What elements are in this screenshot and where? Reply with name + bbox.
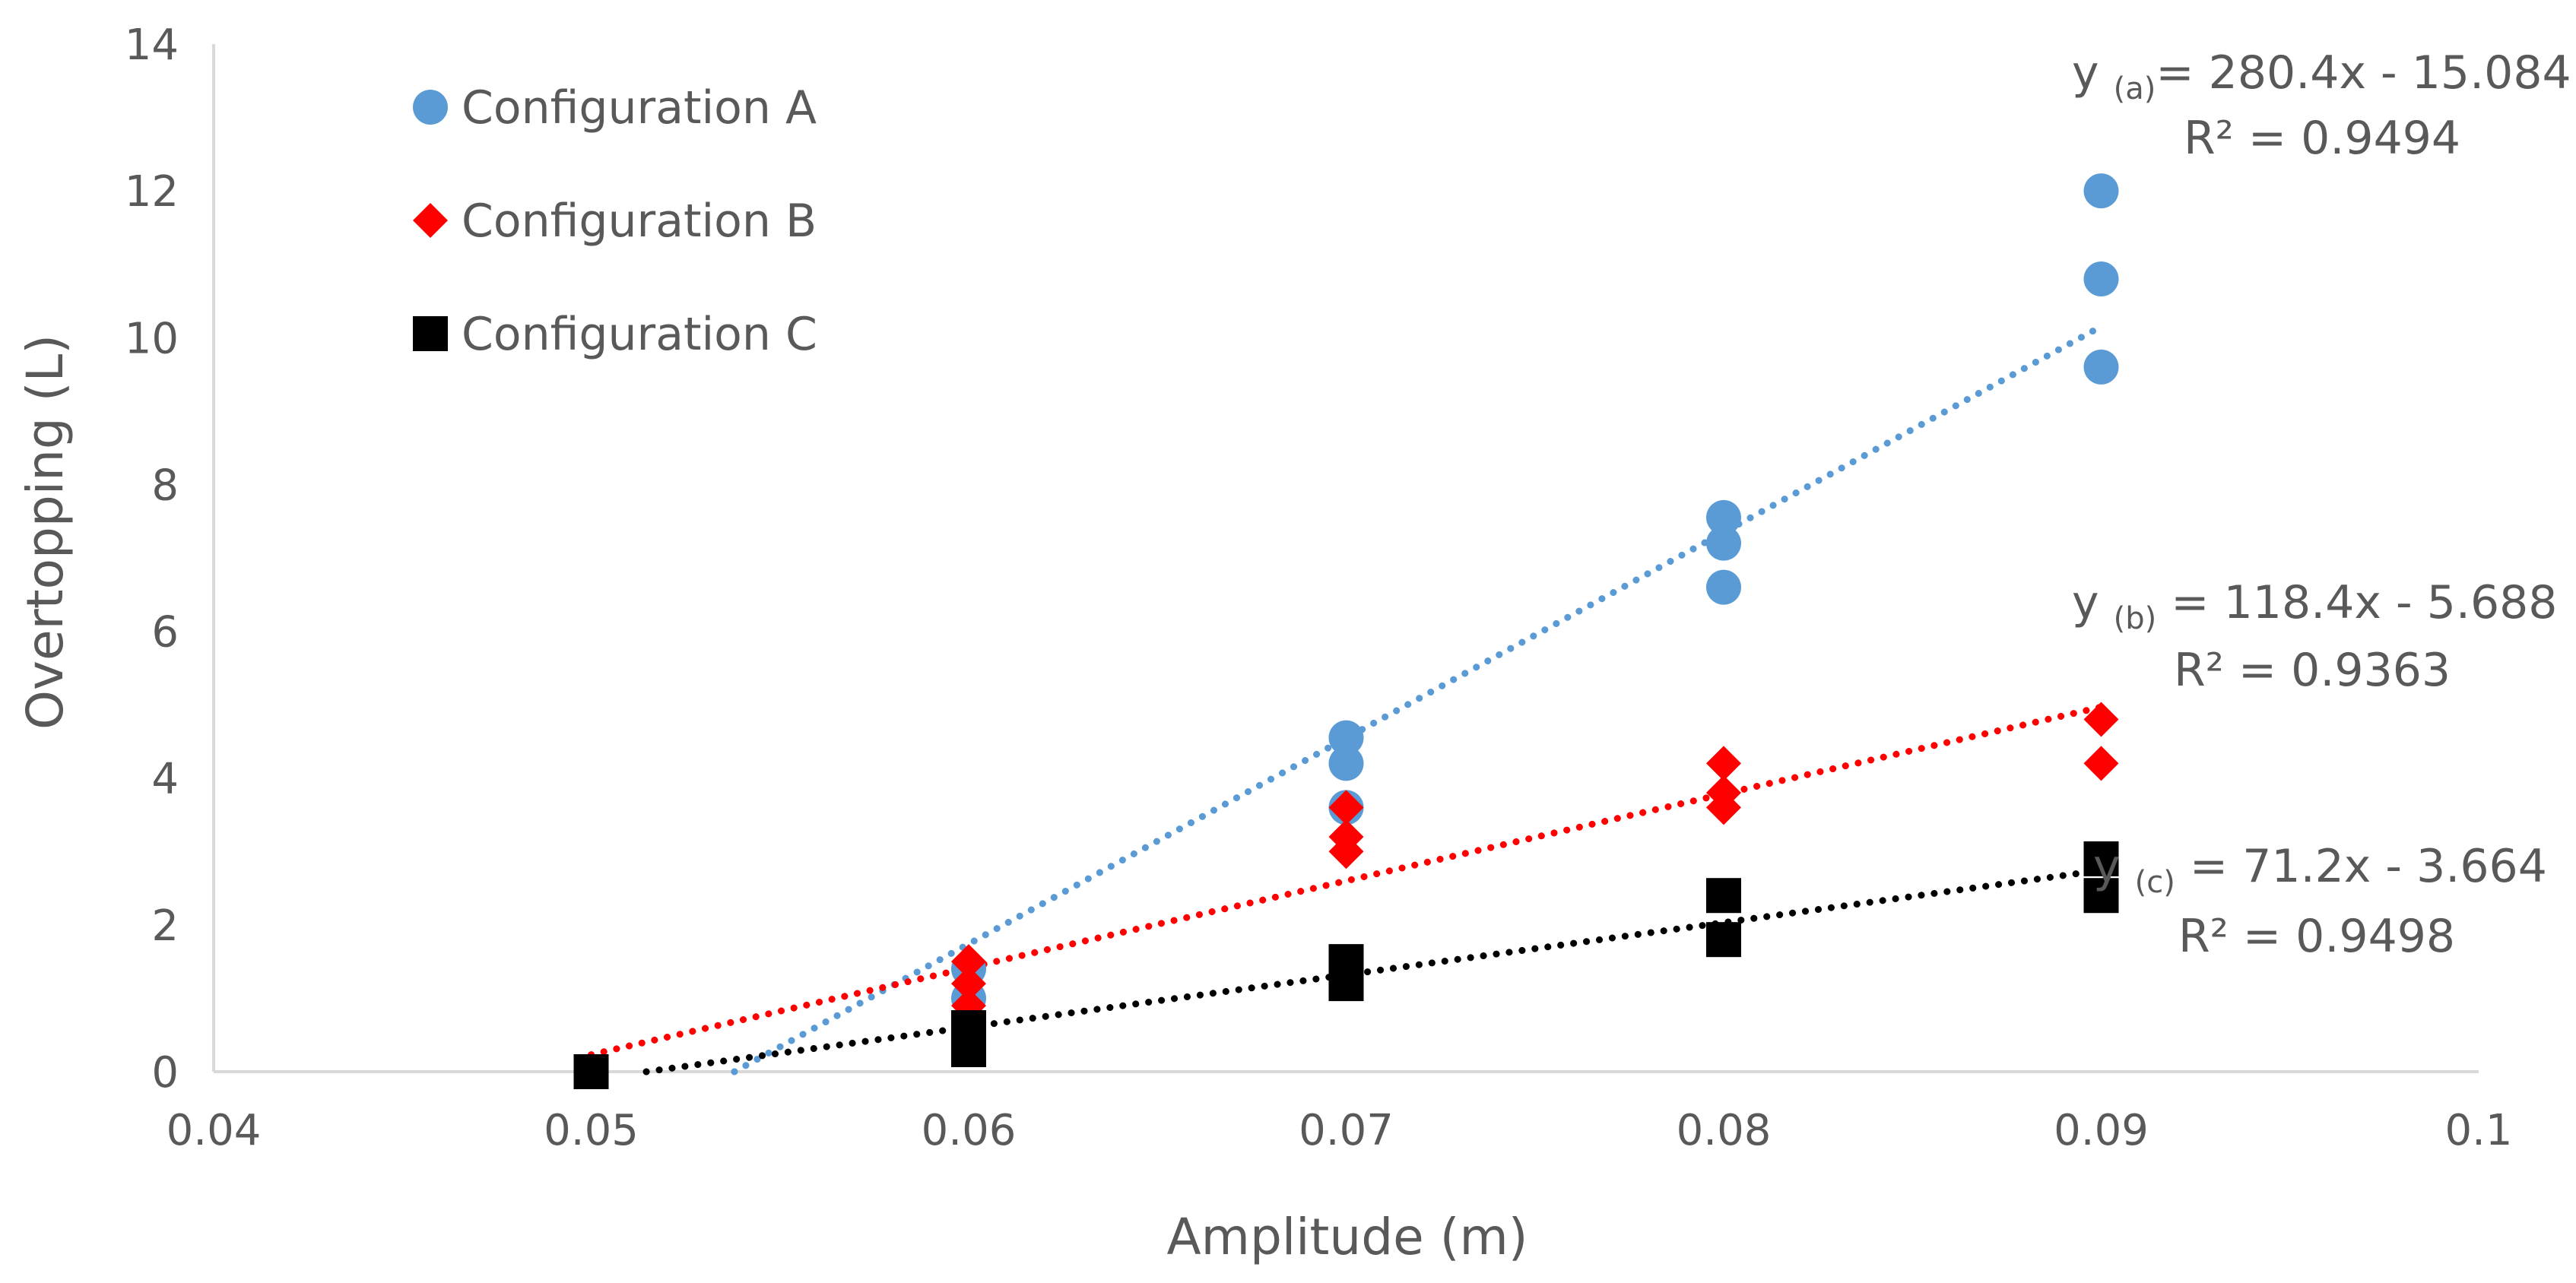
y-tick-label: 4: [151, 755, 179, 804]
data-point-configuration-a: [2083, 349, 2119, 385]
x-tick-label: 0.09: [2054, 1106, 2149, 1155]
data-point-configuration-a: [1328, 720, 1364, 756]
data-point-configuration-b: [951, 966, 986, 1002]
y-tick-label: 2: [151, 901, 179, 951]
x-tick-label: 0.05: [544, 1106, 639, 1155]
trendline-equations: y (a)= 280.4x - 15.084 R² = 0.9494 y (b) =…: [2072, 46, 2571, 963]
trendlines: [588, 323, 2105, 1076]
data-point-configuration-b: [1706, 775, 1741, 811]
legend-marker-configuration-c: [413, 316, 448, 351]
trendline-configuration-c: [642, 866, 2105, 1076]
trendline-r2-configuration-b: R² = 0.9363: [2174, 644, 2451, 697]
trendline-configuration-a: [731, 323, 2105, 1076]
legend-label-configuration-b: Configuration B: [462, 195, 817, 248]
data-point-configuration-a: [2083, 261, 2119, 297]
trendline-equation-configuration-b: y (b) = 118.4x - 5.688: [2072, 576, 2557, 636]
y-tick-label: 0: [151, 1048, 179, 1098]
y-tick-label: 14: [125, 21, 179, 70]
data-point-configuration-c: [1706, 878, 1741, 914]
data-point-configuration-a: [1706, 525, 1741, 561]
data-point-configuration-b: [2083, 746, 2119, 781]
data-point-configuration-a: [1706, 499, 1741, 535]
data-point-configuration-c: [573, 1054, 609, 1089]
data-point-configuration-b: [1328, 790, 1364, 825]
legend-label-configuration-c: Configuration C: [462, 308, 817, 361]
data-point-configuration-b: [2083, 702, 2119, 737]
trendline-equation-configuration-c: y (c) = 71.2x - 3.664: [2093, 840, 2547, 900]
data-point-configuration-c: [1328, 944, 1364, 980]
y-tick-label: 8: [151, 461, 179, 510]
x-tick-label: 0.07: [1299, 1106, 1394, 1155]
data-point-configuration-b: [1328, 819, 1364, 854]
data-point-configuration-a: [2083, 173, 2119, 209]
data-point-configuration-c: [951, 1010, 986, 1046]
x-tick-label: 0.08: [1677, 1106, 1772, 1155]
y-axis-title: Overtopping (L): [16, 334, 75, 730]
trendline-configuration-b: [588, 703, 2105, 1059]
trendline-r2-configuration-a: R² = 0.9494: [2184, 112, 2460, 165]
data-point-configuration-a: [1706, 569, 1741, 605]
trendline-equation-configuration-a: y (a)= 280.4x - 15.084: [2072, 46, 2571, 106]
y-tick-label: 12: [125, 167, 179, 217]
x-tick-label: 0.04: [167, 1106, 262, 1155]
data-point-configuration-c: [2083, 841, 2119, 876]
axes: 0.04 0.05 0.06 0.07 0.08 0.09 0.1 0 2 4 6 8 10 12 14: [125, 21, 2513, 1155]
legend-marker-configuration-a: [413, 90, 448, 125]
legend: Configuration A Configuration B Configurat…: [413, 81, 817, 361]
data-point-configuration-a: [1328, 746, 1364, 781]
data-point-configuration-c: [1706, 922, 1741, 958]
x-tick-label: 0.1: [2444, 1106, 2512, 1155]
data-point-configuration-b: [1706, 746, 1741, 781]
x-tick-label: 0.06: [922, 1106, 1017, 1155]
legend-marker-configuration-b: [413, 203, 448, 238]
data-point-configuration-b: [951, 944, 986, 980]
data-point-configuration-c: [2083, 878, 2119, 914]
data-points: [573, 173, 2119, 1089]
y-tick-label: 10: [125, 314, 179, 363]
y-tick-label: 6: [151, 608, 179, 657]
x-axis-title: Amplitude (m): [1167, 1208, 1528, 1266]
legend-label-configuration-a: Configuration A: [462, 81, 817, 135]
trendline-r2-configuration-c: R² = 0.9498: [2178, 910, 2455, 963]
